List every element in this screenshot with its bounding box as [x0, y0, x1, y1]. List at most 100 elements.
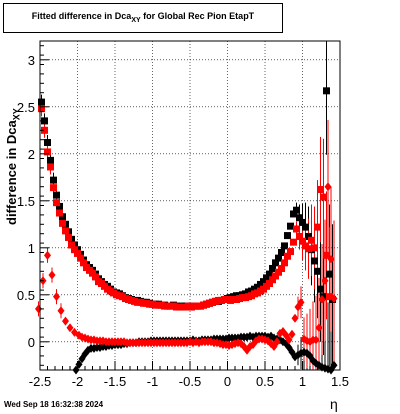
ylabel-main: difference in Dca: [4, 120, 19, 225]
data-point-diamond: [288, 329, 296, 339]
title-box: Fitted difference in DcaXY for Global Re…: [3, 3, 283, 33]
data-point-square: [71, 246, 78, 254]
data-point-square: [53, 199, 60, 207]
data-point-square: [311, 244, 318, 252]
data-point-square: [299, 237, 306, 245]
data-point-diamond: [312, 335, 320, 345]
y-tick-label: 0: [28, 335, 35, 350]
data-point-square: [296, 214, 303, 222]
data-point-diamond: [66, 323, 74, 333]
data-point-square: [311, 257, 318, 265]
data-point-square: [266, 280, 273, 288]
data-point-square: [326, 270, 333, 278]
data-point-square: [314, 267, 321, 275]
data-point-square: [314, 223, 321, 231]
data-point-square: [326, 293, 333, 301]
data-point-square: [65, 233, 72, 241]
data-point-square: [302, 223, 309, 231]
data-point-square: [323, 87, 330, 95]
x-tick-label: 0: [224, 374, 231, 389]
data-point-diamond: [330, 294, 338, 304]
data-point-square: [41, 117, 48, 125]
data-point-square: [284, 232, 291, 240]
data-point-square: [89, 269, 96, 277]
x-tick-label: 1.5: [331, 374, 349, 389]
data-point-diamond: [44, 250, 51, 260]
data-point-square: [92, 273, 99, 281]
data-point-square: [44, 139, 51, 147]
data-point-square: [50, 184, 57, 192]
y-tick-label: 2: [28, 147, 35, 162]
data-point-square: [38, 105, 45, 113]
data-point-square: [62, 227, 69, 235]
data-point-diamond: [318, 295, 326, 304]
data-point-square: [59, 219, 66, 227]
data-point-square: [53, 191, 60, 199]
data-point-square: [278, 249, 285, 256]
data-point-diamond: [315, 323, 323, 333]
x-tick-label: -2: [72, 374, 84, 389]
y-tick-label: 3: [28, 53, 35, 68]
data-point-square: [47, 163, 54, 171]
data-point-diamond: [62, 316, 69, 326]
data-point-square: [269, 264, 276, 272]
x-tick-label: -1.5: [104, 374, 126, 389]
x-tick-label: -1: [147, 374, 159, 389]
data-point-square: [56, 202, 63, 210]
error-bars: [38, 41, 335, 370]
data-point-square: [317, 186, 324, 194]
data-point-square: [287, 222, 294, 230]
data-point-square: [47, 156, 54, 164]
data-point-square: [275, 268, 282, 276]
data-point-square: [68, 241, 75, 249]
data-point-square: [44, 148, 51, 156]
data-point-square: [269, 276, 276, 284]
data-point-square: [293, 225, 300, 233]
data-point-square: [278, 264, 285, 272]
data-point-diamond: [291, 313, 299, 323]
title-subscript: XY: [131, 16, 141, 24]
data-point-square: [50, 176, 57, 184]
data-point-square: [272, 272, 279, 280]
axes: -2.5 -2 -1.5 -1 -0.5 0 0.5 1 1.5 0 0.5 1 1.5 2 2.5 3: [17, 45, 349, 389]
data-point-square: [287, 248, 294, 256]
data-point-diamond: [285, 335, 293, 345]
data-point-square: [80, 259, 87, 267]
x-axis-label: η: [330, 396, 338, 412]
data-point-square: [320, 293, 327, 301]
timestamp: Wed Sep 18 16:32:38 2024: [4, 400, 104, 409]
data-point-diamond: [57, 306, 65, 316]
data-point-square: [266, 270, 273, 278]
data-point-square: [59, 213, 66, 221]
data-point-square: [272, 259, 279, 267]
data-point-diamond: [324, 182, 332, 192]
x-tick-label: -2.5: [29, 374, 51, 389]
y-axis-label: difference in DcaXY: [4, 108, 22, 225]
title-main: Fitted difference in Dca: [31, 11, 132, 21]
data-point-square: [284, 252, 291, 260]
y-tick-label: 1.5: [17, 194, 35, 209]
data-point-square: [308, 236, 315, 244]
y-tick-label: 2.5: [17, 100, 35, 115]
data-point-square: [290, 238, 297, 246]
data-point-square: [281, 259, 288, 267]
data-markers: [35, 87, 338, 375]
data-point-diamond: [48, 270, 56, 280]
data-point-square: [299, 218, 306, 226]
data-point-square: [305, 245, 312, 253]
data-point-square: [296, 233, 303, 241]
data-point-diamond: [53, 292, 60, 302]
x-tick-label: 1: [299, 374, 306, 389]
data-point-square: [290, 210, 297, 218]
data-point-diamond: [273, 337, 281, 347]
ylabel-subscript: XY: [11, 108, 22, 121]
data-point-square: [56, 209, 63, 217]
data-point-square: [323, 251, 330, 259]
x-tick-label: -0.5: [179, 374, 201, 389]
data-point-square: [260, 278, 267, 286]
data-point-diamond: [327, 254, 335, 264]
x-tick-label: 0.5: [256, 374, 274, 389]
data-point-square: [305, 233, 312, 241]
data-point-square: [275, 254, 282, 262]
